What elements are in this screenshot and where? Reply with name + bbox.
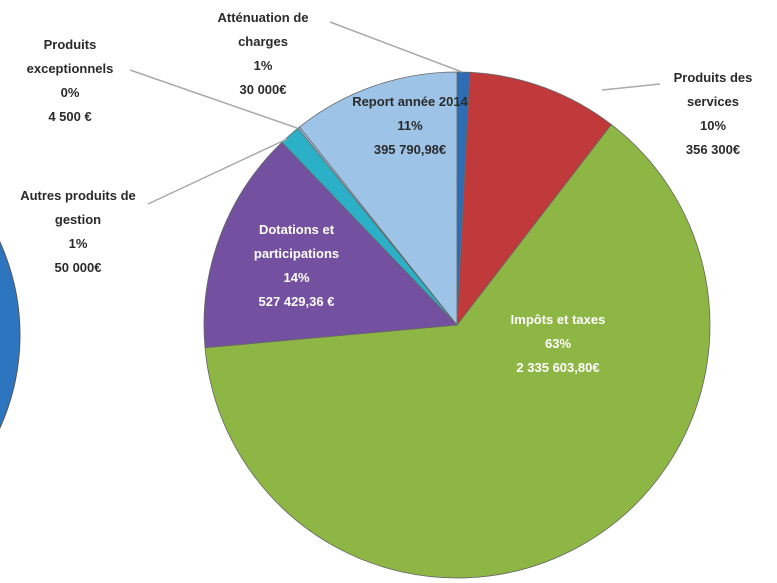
slice-label: Dotations et participations 14% 527 429,36… <box>224 218 369 314</box>
slice-amount: 30 000€ <box>239 82 287 97</box>
slice-percent: 63% <box>544 336 572 351</box>
slice-percent: 14% <box>283 270 310 285</box>
slice-name: Impôts et taxes <box>510 312 606 327</box>
slice-amount: 50 000€ <box>54 260 102 275</box>
slice-amount: 2 335 603,80€ <box>516 360 600 375</box>
slice-percent: 10% <box>699 118 727 133</box>
pie-slice <box>456 71 612 327</box>
pie-slice <box>298 71 458 327</box>
slice-label: Atténuation de charges 1% 30 000€ <box>198 6 328 102</box>
leader-line <box>329 21 463 73</box>
pie-slice <box>203 141 458 349</box>
slice-percent: 0% <box>60 85 80 100</box>
slice-name: Produits des services <box>673 70 753 109</box>
slice-name: Report année 2014 <box>352 94 468 109</box>
slice-name: Produits exceptionnels <box>26 37 114 76</box>
leader-line <box>129 69 298 129</box>
slice-percent: 1% <box>68 236 88 251</box>
slice-amount: 356 300€ <box>685 142 741 157</box>
slice-label: Autres produits de gestion 1% 50 000€ <box>0 184 156 280</box>
leader-line <box>147 138 288 205</box>
slice-label: Produits des services 10% 356 300€ <box>648 66 777 162</box>
leader-line <box>601 83 661 91</box>
slice-name: Atténuation de charges <box>217 10 309 49</box>
slice-label: Produits exceptionnels 0% 4 500 € <box>0 33 140 129</box>
slice-amount: 395 790,98€ <box>373 142 447 157</box>
slice-percent: 11% <box>397 118 423 133</box>
slice-amount: 527 429,36 € <box>258 294 335 309</box>
slice-amount: 4 500 € <box>48 109 92 124</box>
pie-slice <box>204 123 711 579</box>
slice-name: Dotations et participations <box>253 222 340 261</box>
slice-label: Impôts et taxes 63% 2 335 603,80€ <box>478 308 638 380</box>
slice-name: Autres produits de gestion <box>20 188 136 227</box>
slice-label: Report année 2014 11% 395 790,98€ <box>340 90 480 162</box>
slice-percent: 1% <box>253 58 273 73</box>
neighbor-pie-edge <box>0 241 21 429</box>
